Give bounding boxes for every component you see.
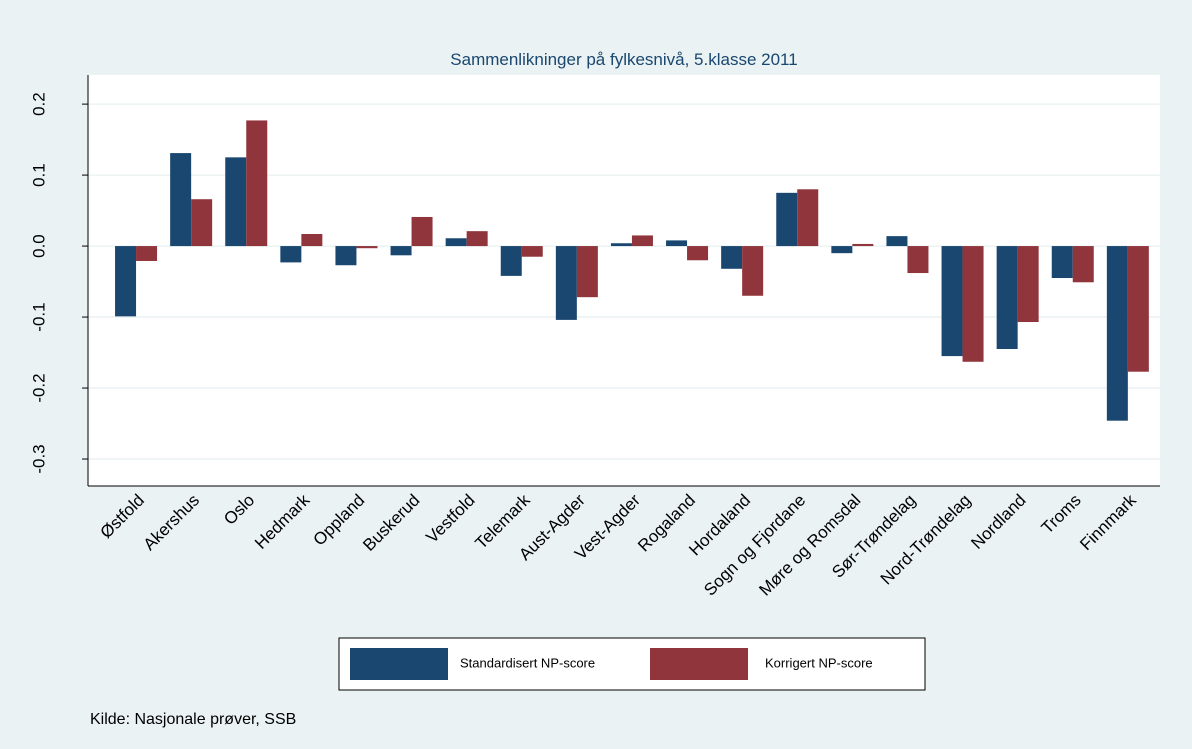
bar xyxy=(742,246,764,296)
bar xyxy=(962,246,984,362)
legend-label: Standardisert NP-score xyxy=(460,655,595,670)
y-tick-label: -0.3 xyxy=(29,444,48,473)
bar xyxy=(335,246,357,266)
y-tick-label: 0.1 xyxy=(29,163,48,187)
bar xyxy=(356,246,378,249)
bar xyxy=(886,236,908,247)
bar xyxy=(631,235,653,247)
bar xyxy=(191,199,213,247)
bar xyxy=(445,238,467,247)
bar xyxy=(390,246,412,256)
legend-swatch xyxy=(650,648,748,680)
bar xyxy=(797,189,819,247)
bar xyxy=(301,234,323,247)
bar xyxy=(555,246,577,320)
y-tick-label: 0.2 xyxy=(29,92,48,116)
legend-label: Korrigert NP-score xyxy=(765,655,873,670)
bar xyxy=(721,246,743,269)
bar xyxy=(941,246,963,357)
bar xyxy=(831,246,853,254)
source-note: Kilde: Nasjonale prøver, SSB xyxy=(90,711,296,728)
bar xyxy=(225,157,247,247)
bar xyxy=(687,246,709,261)
bar xyxy=(1072,246,1094,283)
bar xyxy=(115,246,137,317)
bar xyxy=(246,120,268,247)
bar xyxy=(1017,246,1039,323)
bar xyxy=(1127,246,1149,372)
bar xyxy=(610,243,632,247)
y-tick-label: 0.0 xyxy=(29,234,48,258)
bar xyxy=(996,246,1018,349)
bar xyxy=(776,192,798,247)
bar xyxy=(666,240,688,247)
bar xyxy=(576,246,598,298)
bar xyxy=(280,246,302,263)
bar xyxy=(136,246,158,261)
bar xyxy=(521,246,543,257)
bar xyxy=(170,153,192,247)
bar xyxy=(907,246,929,274)
y-tick-label: -0.2 xyxy=(29,373,48,402)
chart-title: Sammenlikninger på fylkesnivå, 5.klasse … xyxy=(450,50,797,69)
bar xyxy=(500,246,522,276)
legend-swatch xyxy=(350,648,448,680)
bar xyxy=(852,243,874,247)
y-tick-label: -0.1 xyxy=(29,302,48,331)
bar xyxy=(411,216,433,247)
bar xyxy=(1051,246,1073,279)
bar xyxy=(466,231,488,247)
bar xyxy=(1106,246,1128,421)
